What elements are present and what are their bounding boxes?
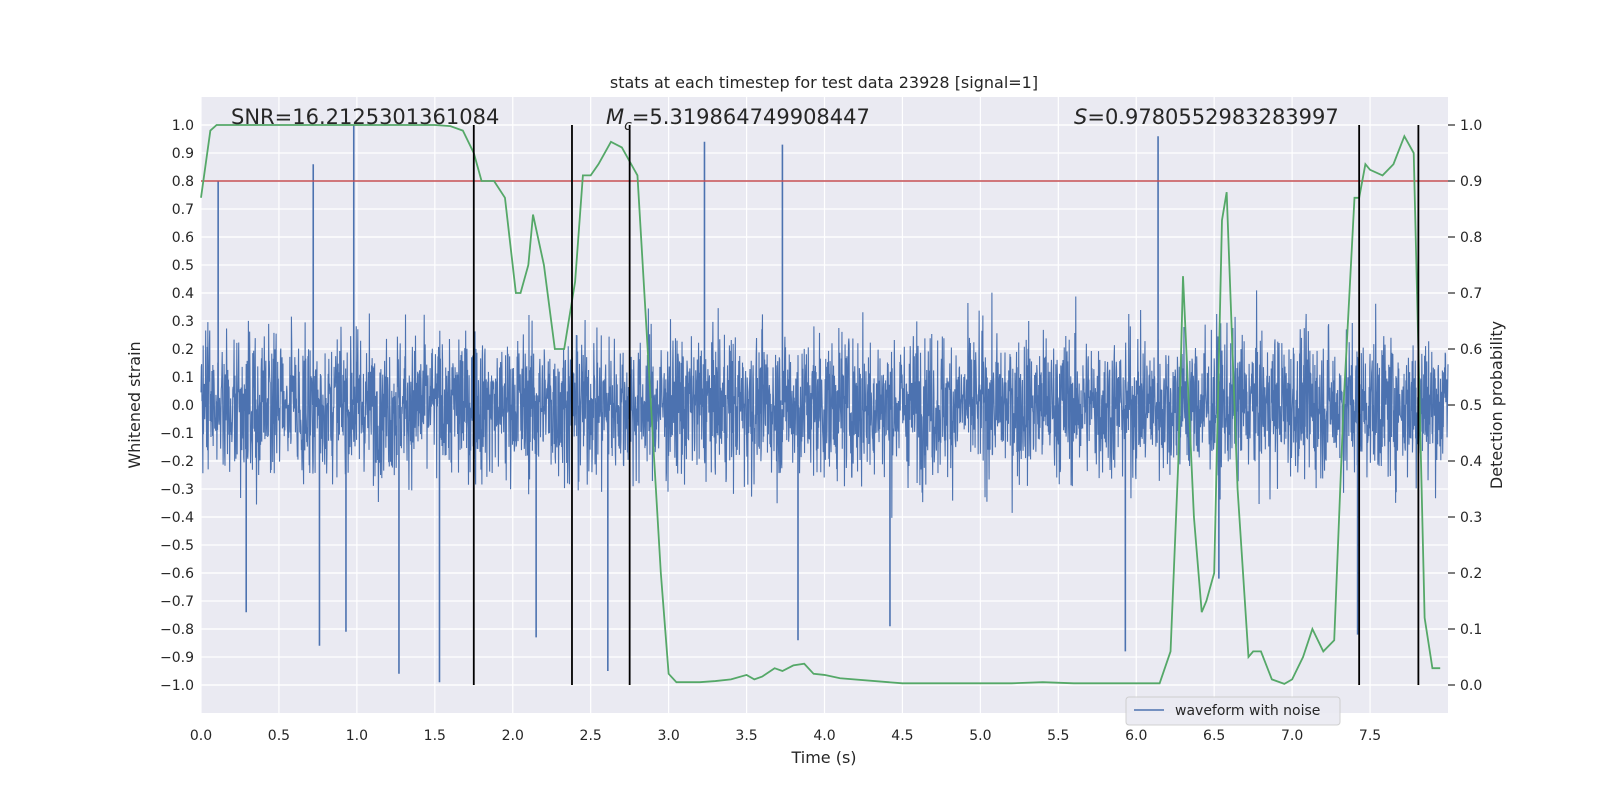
x-tick-label: 0.0 — [190, 728, 212, 744]
y2-tick-label: 0.7 — [1460, 286, 1482, 302]
y-axis-label: Whitened strain — [125, 341, 144, 468]
x-tick-label: 3.0 — [657, 728, 679, 744]
y-tick-label: 1.0 — [172, 118, 194, 134]
y-tick-label: 0.6 — [172, 230, 194, 246]
x-axis-label: Time (s) — [790, 748, 856, 767]
x-tick-label: 0.5 — [268, 728, 290, 744]
y2-tick-label: 0.5 — [1460, 398, 1482, 414]
x-tick-label: 7.0 — [1281, 728, 1303, 744]
axis-ticks: 0.0 0.5 1.0 1.5 2.0 2.5 3.0 3.5 4.0 4.5 5.0 5.5 6.0 6… — [160, 118, 1482, 744]
x-tick-label: 7.5 — [1359, 728, 1381, 744]
y2-tick-label: 0.0 — [1460, 678, 1482, 694]
score-symbol: S — [1074, 105, 1087, 129]
waveform-series — [200, 125, 1449, 683]
x-tick-label: 2.0 — [502, 728, 524, 744]
y-tick-label: −0.2 — [160, 454, 194, 470]
y-tick-label: 0.4 — [172, 286, 194, 302]
x-tick-label: 6.0 — [1125, 728, 1147, 744]
chirp-mass-annotation: Mc=5.319864749908447 — [606, 105, 870, 134]
y-tick-label: 0.2 — [172, 342, 194, 358]
probability-series — [200, 124, 1441, 685]
y-tick-label: 0.8 — [172, 174, 194, 190]
y-tick-label: −0.6 — [160, 566, 194, 582]
snr-annotation: SNR=16.2125301361084 — [231, 105, 499, 129]
y2-tick-label: 0.2 — [1460, 566, 1482, 582]
x-tick-label: 2.5 — [580, 728, 602, 744]
vertical-markers — [472, 125, 1420, 685]
chirp-mass-value: =5.319864749908447 — [632, 105, 870, 129]
y2-tick-label: 0.3 — [1460, 510, 1482, 526]
waveform-line — [200, 290, 1449, 518]
score-value: =0.9780552983283997 — [1087, 105, 1338, 129]
y-tick-label: 0.1 — [172, 370, 194, 386]
y-tick-label: −0.8 — [160, 622, 194, 638]
y2-tick-label: 0.1 — [1460, 622, 1482, 638]
y-tick-label: −1.0 — [160, 678, 194, 694]
legend: waveform with noise — [1125, 696, 1341, 726]
y-tick-label: −0.3 — [160, 482, 194, 498]
chart-title: stats at each timestep for test data 239… — [610, 73, 1038, 92]
y-tick-label: −0.5 — [160, 538, 194, 554]
chirp-mass-symbol: M — [606, 105, 624, 129]
y-tick-label: 0.3 — [172, 314, 194, 330]
y2-tick-label: 0.6 — [1460, 342, 1482, 358]
y2-tick-label: 0.8 — [1460, 230, 1482, 246]
y-tick-label: 0.7 — [172, 202, 194, 218]
x-tick-label: 5.0 — [969, 728, 991, 744]
score-annotation: S=0.9780552983283997 — [1074, 105, 1339, 129]
x-tick-label: 1.5 — [424, 728, 446, 744]
x-tick-label: 3.5 — [735, 728, 757, 744]
y-tick-label: 0.5 — [172, 258, 194, 274]
y-tick-label: 0.9 — [172, 146, 194, 162]
y-tick-label: −0.9 — [160, 650, 194, 666]
chirp-mass-subscript: c — [624, 118, 632, 134]
y-tick-label: −0.1 — [160, 426, 194, 442]
x-tick-label: 1.0 — [346, 728, 368, 744]
x-tick-label: 4.5 — [891, 728, 913, 744]
y2-tick-label: 1.0 — [1460, 118, 1482, 134]
legend-box — [1125, 696, 1341, 726]
y2-tick-label: 0.9 — [1460, 174, 1482, 190]
y2-axis-label: Detection probability — [1487, 321, 1506, 489]
y-tick-label: −0.7 — [160, 594, 194, 610]
y-tick-label: −0.4 — [160, 510, 194, 526]
legend-label: waveform with noise — [1175, 703, 1320, 719]
y2-tick-label: 0.4 — [1460, 454, 1482, 470]
x-tick-label: 4.0 — [813, 728, 835, 744]
x-tick-label: 5.5 — [1047, 728, 1069, 744]
x-tick-label: 6.5 — [1203, 728, 1225, 744]
y-tick-label: 0.0 — [172, 398, 194, 414]
probability-line — [200, 124, 1441, 685]
